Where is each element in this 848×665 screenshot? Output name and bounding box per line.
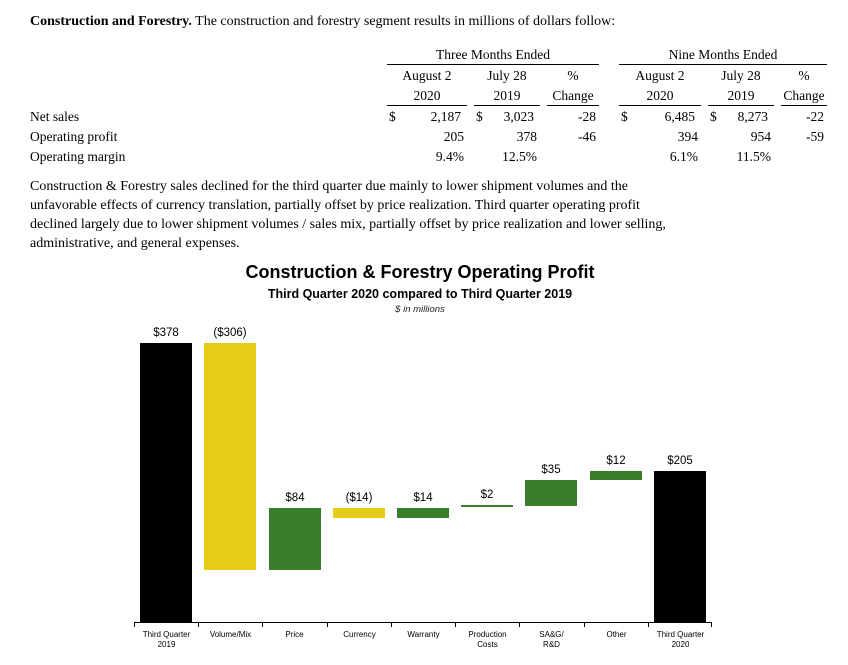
row-label: Net sales (30, 109, 80, 124)
column-header: 2019 (708, 85, 774, 106)
table-cell: -22 (806, 109, 824, 124)
column-header: % (567, 68, 579, 83)
bar-value-label: $205 (667, 455, 693, 467)
table-cell (547, 146, 599, 166)
column-header: August 2 (635, 68, 685, 83)
bar-value-label: ($306) (213, 327, 247, 339)
bar-value-label: $84 (285, 492, 305, 504)
x-axis-label: SA&G/ R&D (539, 630, 564, 649)
bar-price (269, 508, 321, 570)
x-axis-label: Production Costs (468, 630, 507, 649)
table-cell: $6,485 (621, 109, 695, 124)
x-axis-tick (327, 623, 328, 627)
section-title: Construction and Forestry. (30, 14, 192, 29)
x-axis-tick (648, 623, 649, 627)
x-axis-tick (711, 623, 712, 627)
column-header: August 2 (402, 68, 452, 83)
table-cell: 9.4% (435, 149, 464, 164)
table-cell: 11.5% (736, 149, 771, 164)
x-axis-label: Warranty (407, 630, 440, 639)
table-cell: $8,273 (710, 109, 768, 124)
column-header: 2020 (387, 85, 467, 106)
x-axis-tick (391, 623, 392, 627)
column-header: 2019 (474, 85, 540, 106)
table-cell: 394 (677, 129, 698, 144)
section-intro-text: The construction and forestry segment re… (191, 14, 616, 29)
x-axis-tick (262, 623, 263, 627)
table-group-header-row: Three Months Ended Nine Months Ended (30, 44, 827, 65)
table-cell: -28 (578, 109, 596, 124)
table-cell: -46 (578, 129, 596, 144)
x-axis-label: Currency (343, 630, 376, 639)
segment-results-table: Three Months Ended Nine Months Ended Augus… (23, 44, 834, 166)
group-header: Three Months Ended (387, 44, 599, 65)
table-cell: 378 (516, 129, 537, 144)
column-header: July 28 (487, 68, 527, 83)
x-axis-label: Third Quarter 2019 (142, 630, 191, 649)
column-header: Change (781, 85, 827, 106)
column-header: 2020 (619, 85, 701, 106)
chart-units-note: $ in millions (395, 304, 445, 315)
bar-third-quarter-2019 (140, 343, 192, 623)
table-column-header-row-2: 2020 2019 Change 2020 2019 Change (30, 85, 827, 106)
bar-currency (333, 508, 385, 518)
column-header: July 28 (721, 68, 761, 83)
bar-warranty (397, 508, 449, 518)
table-cell: $2,187 (389, 109, 461, 124)
table-cell: 205 (443, 129, 464, 144)
segment-results-table-body: Three Months Ended Nine Months Ended Augus… (30, 44, 827, 166)
table-column-header-row-1: August 2 July 28% August 2 July 28% (30, 65, 827, 85)
bar-third-quarter-2020 (654, 471, 706, 623)
table-cell: -59 (806, 129, 824, 144)
bar-value-label: $12 (606, 455, 626, 467)
table-cell (781, 146, 827, 166)
section-intro: Construction and Forestry. The construct… (30, 12, 835, 31)
row-label: Operating profit (30, 129, 118, 144)
x-axis-tick (519, 623, 520, 627)
chart-title: Construction & Forestry Operating Profit (245, 262, 595, 282)
chart-subtitle: Third Quarter 2020 compared to Third Qua… (267, 287, 573, 301)
x-axis-tick (198, 623, 199, 627)
waterfall-chart: $378 Third Quarter 2019 ($306) Volume/Mix $8… (134, 327, 712, 660)
bar-production-costs (461, 505, 513, 507)
bar-other (590, 471, 642, 480)
bar-value-label: $14 (413, 492, 433, 504)
table-row: Operating profit 205 378 -46 394 954 -59 (30, 126, 827, 146)
table-cell: 954 (750, 129, 771, 144)
x-axis-line (134, 622, 712, 623)
column-header: Change (547, 85, 599, 106)
x-axis-tick (584, 623, 585, 627)
table-cell: 12.5% (502, 149, 537, 164)
table-row: Net sales $2,187 $3,023 -28 $6,485 $8,273 -22 (30, 106, 827, 126)
x-axis-tick (134, 623, 135, 627)
row-label: Operating margin (30, 149, 126, 164)
table-cell: $3,023 (476, 109, 534, 124)
bar-volume-mix (204, 343, 256, 570)
column-header: % (798, 68, 810, 83)
bar-value-label: $2 (480, 489, 494, 501)
bar-value-label: $35 (541, 464, 561, 476)
group-header: Nine Months Ended (619, 44, 827, 65)
x-axis-label: Third Quarter 2020 (656, 630, 705, 649)
commentary-paragraph: Construction & Forestry sales declined f… (30, 179, 666, 251)
bar-value-label: ($14) (345, 492, 373, 504)
table-cell: 6.1% (669, 149, 698, 164)
bar-value-label: $378 (153, 327, 179, 339)
x-axis-label: Other (606, 630, 627, 639)
x-axis-tick (455, 623, 456, 627)
table-row: Operating margin 9.4% 12.5% 6.1% 11.5% (30, 146, 827, 166)
bar-sa-g-r-d (525, 480, 577, 506)
x-axis-label: Price (285, 630, 304, 639)
x-axis-label: Volume/Mix (209, 630, 252, 639)
